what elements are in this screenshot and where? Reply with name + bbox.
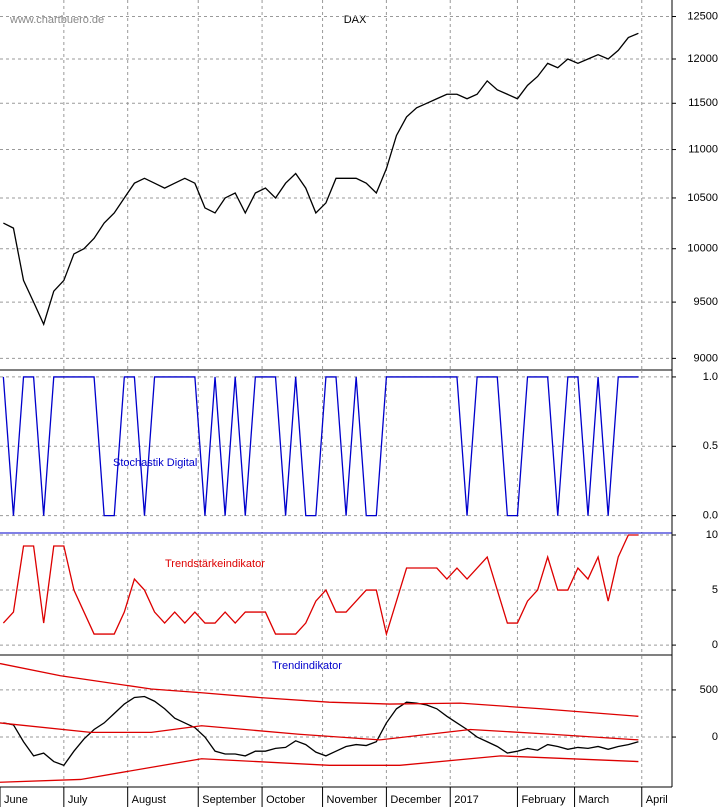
y-tick-label: 0 (712, 639, 718, 651)
y-tick-label: 10 (706, 529, 718, 541)
series-line (3, 32, 639, 327)
x-tick-label: April (646, 794, 668, 806)
y-tick-label: 0.5 (703, 440, 718, 452)
y-tick-label: 5 (712, 584, 718, 596)
series-line (2, 534, 639, 637)
x-tick-label: July (68, 794, 88, 806)
x-tick-label: February (521, 794, 566, 806)
y-tick-label: 12500 (687, 10, 718, 22)
series-line (2, 376, 639, 517)
panel-title: Trendindikator (272, 660, 342, 672)
x-tick-label: June (4, 794, 28, 806)
y-tick-label: 9000 (694, 352, 718, 364)
panel-title: Stochastik Digital (113, 457, 197, 469)
x-tick-label: 2017 (454, 794, 478, 806)
y-tick-label: 11000 (688, 143, 718, 155)
x-tick-label: March (579, 794, 610, 806)
x-tick-label: December (390, 794, 441, 806)
series-line (0, 722, 639, 741)
watermark: www.chartbuero.de (9, 14, 104, 26)
x-tick-label: September (202, 794, 256, 806)
y-tick-label: 10500 (687, 192, 718, 204)
y-tick-label: 11500 (688, 97, 718, 109)
panel-title: Trendstärkeindikator (165, 558, 265, 570)
series-line (0, 662, 639, 717)
y-tick-label: 10000 (687, 243, 718, 255)
y-tick-label: 9500 (694, 296, 718, 308)
y-tick-label: 12000 (687, 53, 718, 65)
y-tick-label: 0 (712, 731, 718, 743)
y-tick-label: 0.0 (703, 510, 718, 522)
y-tick-label: 1.0 (703, 371, 718, 383)
series-line (0, 755, 639, 783)
y-tick-label: 500 (700, 684, 718, 696)
x-tick-label: October (266, 794, 305, 806)
x-tick-label: November (327, 794, 378, 806)
chart-title: DAX (344, 14, 367, 26)
series-line (3, 695, 639, 767)
x-tick-label: August (132, 794, 166, 806)
